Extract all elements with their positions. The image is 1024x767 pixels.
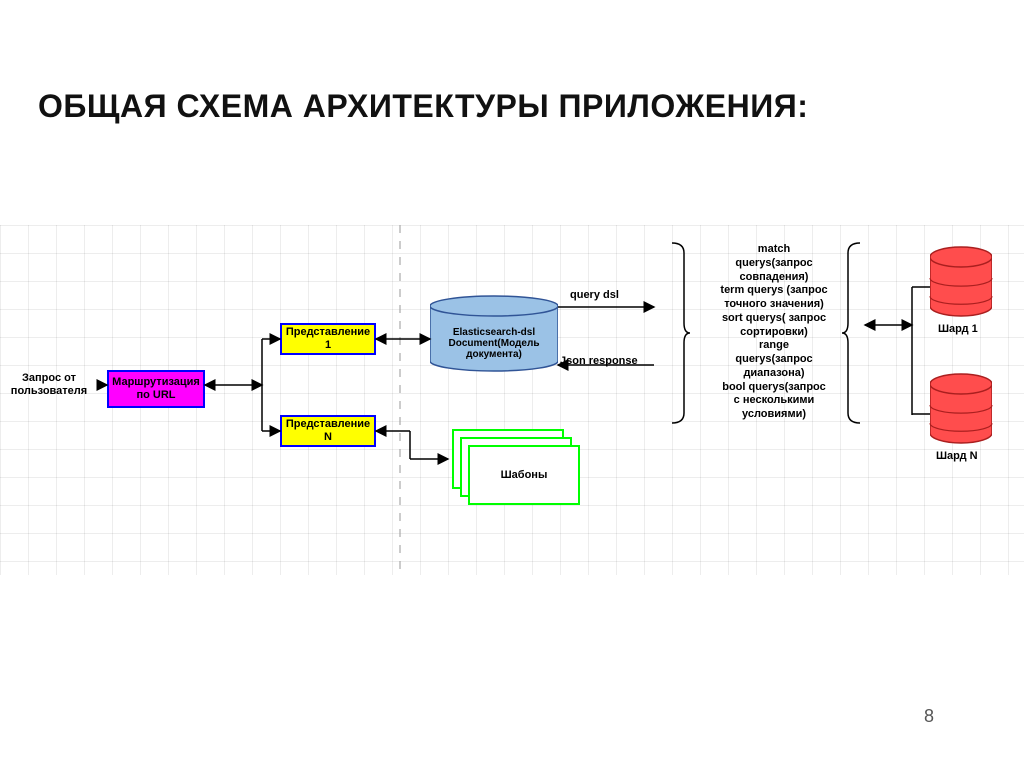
node-view-1: Представление 1 [280, 323, 376, 355]
label-shard-1: Шард 1 [938, 323, 978, 335]
label-shard-n: Шард N [936, 450, 978, 462]
slide-title: ОБЩАЯ СХЕМА АРХИТЕКТУРЫ ПРИЛОЖЕНИЯ: [38, 88, 808, 125]
node-elasticsearch-dsl: Elasticsearch-dsl Document(Модель докуме… [430, 295, 558, 383]
node-user-request-label: Запрос от пользователя [4, 372, 94, 397]
node-view-n: Представление N [280, 415, 376, 447]
node-templates: Шабоны [452, 429, 580, 505]
label-query-dsl: query dsl [570, 289, 619, 301]
page-number: 8 [924, 706, 934, 727]
node-shard-1 [930, 246, 992, 328]
node-user-request: Запрос от пользователя [0, 370, 98, 400]
node-routing: Маршрутизация по URL [107, 370, 205, 408]
architecture-diagram: Запрос от пользователя Маршрутизация по … [0, 225, 1024, 625]
template-card: Шабоны [468, 445, 580, 505]
label-json-response: Json response [560, 355, 638, 367]
node-shard-n [930, 373, 992, 455]
es-query-types: matchquerys(запроссовпадения)term querys… [690, 243, 858, 422]
